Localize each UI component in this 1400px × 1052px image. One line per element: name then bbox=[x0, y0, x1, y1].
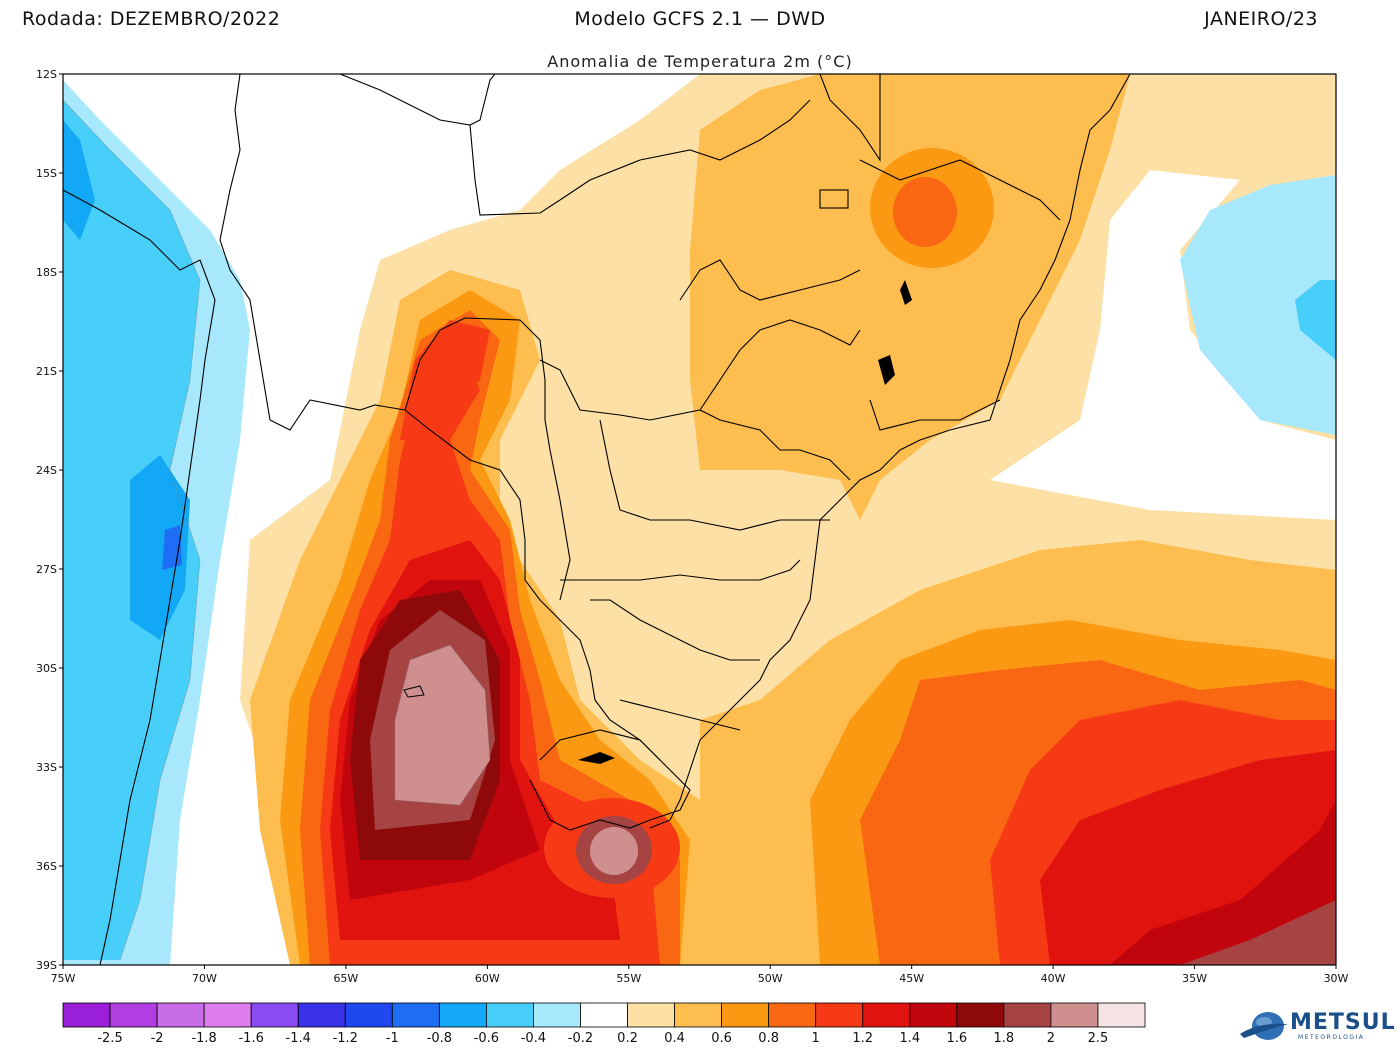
legend-label: -1 bbox=[386, 1031, 399, 1046]
lon-tick-label: 55W bbox=[616, 972, 641, 985]
legend-swatch bbox=[485, 1002, 534, 1028]
anomaly-north-1-0 bbox=[400, 320, 490, 440]
lon-tick-label: 65W bbox=[333, 972, 358, 985]
legend-swatch bbox=[344, 1002, 393, 1028]
legend-label: 0.6 bbox=[711, 1031, 732, 1046]
legend-label: 1.8 bbox=[994, 1031, 1015, 1046]
lat-tick-label: 21S bbox=[36, 365, 57, 378]
lon-tick-label: 70W bbox=[192, 972, 217, 985]
lat-tick-label: 24S bbox=[36, 464, 57, 477]
legend-label: -0.4 bbox=[521, 1031, 546, 1046]
latitude-axis: 12S 15S 18S 21S 24S 27S 30S 33S 36S 39S bbox=[36, 68, 63, 972]
anomaly-zone-1-4-ocean bbox=[1110, 800, 1336, 965]
map-subtitle: Anomalia de Temperatura 2m (°C) bbox=[547, 52, 853, 71]
lon-tick-label: 45W bbox=[899, 972, 924, 985]
legend-swatch bbox=[109, 1002, 158, 1028]
legend-label: -0.6 bbox=[474, 1031, 499, 1046]
anomaly-atlantic-cold-0-4 bbox=[1295, 280, 1336, 360]
model-title: Modelo GCFS 2.1 — DWD bbox=[574, 8, 826, 30]
lon-tick-label: 50W bbox=[758, 972, 783, 985]
legend-label: 1 bbox=[812, 1031, 820, 1046]
legend-swatch bbox=[580, 1002, 628, 1028]
forecast-month-label: JANEIRO/23 bbox=[1204, 8, 1318, 30]
legend-swatch bbox=[768, 1002, 817, 1028]
lon-tick-label: 30W bbox=[1324, 972, 1349, 985]
lat-tick-label: 30S bbox=[36, 662, 57, 675]
legend-swatch bbox=[62, 1002, 111, 1028]
legend-swatch bbox=[391, 1002, 440, 1028]
anomaly-cold-0-6-b bbox=[130, 455, 190, 640]
globe-icon bbox=[1240, 1012, 1288, 1040]
legend-label: -1.8 bbox=[191, 1031, 216, 1046]
legend-swatch bbox=[203, 1002, 252, 1028]
legend-swatch bbox=[1097, 1002, 1146, 1028]
map-frame bbox=[62, 73, 1337, 966]
lon-tick-label: 75W bbox=[51, 972, 76, 985]
legend-swatch bbox=[1050, 1002, 1099, 1028]
legend-swatch bbox=[250, 1002, 299, 1028]
legend-swatch bbox=[909, 1002, 958, 1028]
legend-label: 0.2 bbox=[617, 1031, 638, 1046]
inland-lakes bbox=[403, 280, 912, 764]
anomaly-core-2-0 bbox=[395, 645, 490, 805]
lat-tick-label: 12S bbox=[36, 68, 57, 81]
lat-tick-label: 18S bbox=[36, 266, 57, 279]
legend-swatch bbox=[533, 1002, 581, 1028]
logo-subtext: METEOROLOGIA bbox=[1298, 1034, 1365, 1041]
anomaly-spot-0-8 bbox=[893, 177, 957, 247]
legend-label: 2 bbox=[1047, 1031, 1055, 1046]
lat-tick-label: 33S bbox=[36, 761, 57, 774]
anomaly-plata-2-0 bbox=[590, 827, 638, 875]
lon-tick-label: 60W bbox=[475, 972, 500, 985]
lat-tick-label: 36S bbox=[36, 860, 57, 873]
legend-swatch bbox=[297, 1002, 346, 1028]
legend-label: 0.8 bbox=[758, 1031, 779, 1046]
lat-tick-label: 39S bbox=[36, 959, 57, 972]
anomaly-atlantic-cold-0-2 bbox=[1180, 175, 1336, 435]
legend-label: -1.6 bbox=[238, 1031, 263, 1046]
run-date-label: Rodada: DEZEMBRO/2022 bbox=[22, 8, 281, 30]
legend-label: -0.8 bbox=[427, 1031, 452, 1046]
legend-label: 2.5 bbox=[1088, 1031, 1109, 1046]
legend-swatch bbox=[815, 1002, 864, 1028]
anomaly-field bbox=[63, 74, 1336, 965]
anomaly-cold-0-6-a bbox=[63, 120, 95, 240]
legend-swatch bbox=[862, 1002, 911, 1028]
legend-swatch bbox=[156, 1002, 205, 1028]
legend-swatch bbox=[627, 1002, 675, 1028]
legend-label: -1.2 bbox=[333, 1031, 358, 1046]
legend-label: -2.5 bbox=[97, 1031, 122, 1046]
legend-label: 0.4 bbox=[664, 1031, 685, 1046]
legend-label: 1.6 bbox=[946, 1031, 967, 1046]
color-legend: -2.5 -2 -1.8 -1.6 -1.4 -1.2 -1 -0.8 -0.6 -0.4 -0.2… bbox=[62, 1002, 1146, 1046]
metsul-logo: METSUL METEOROLOGIA bbox=[1238, 1004, 1398, 1048]
lon-tick-label: 40W bbox=[1041, 972, 1066, 985]
logo-text: METSUL bbox=[1290, 1010, 1396, 1035]
legend-label: 1.2 bbox=[852, 1031, 873, 1046]
anomaly-zone-1-8-ocean bbox=[1180, 900, 1336, 965]
legend-swatch bbox=[1003, 1002, 1052, 1028]
lat-tick-label: 15S bbox=[36, 167, 57, 180]
legend-label: 1.4 bbox=[899, 1031, 920, 1046]
legend-swatch bbox=[721, 1002, 770, 1028]
legend-label: -1.4 bbox=[286, 1031, 311, 1046]
legend-swatch bbox=[956, 1002, 1005, 1028]
legend-swatch bbox=[674, 1002, 723, 1028]
lat-tick-label: 27S bbox=[36, 563, 57, 576]
country-borders bbox=[63, 74, 1131, 965]
longitude-axis: 75W 70W 65W 60W 55W 50W 45W 40W 35W 30W bbox=[51, 965, 1349, 985]
legend-swatch bbox=[438, 1002, 487, 1028]
lon-tick-label: 35W bbox=[1182, 972, 1207, 985]
legend-label: -0.2 bbox=[568, 1031, 593, 1046]
legend-label: -2 bbox=[151, 1031, 164, 1046]
